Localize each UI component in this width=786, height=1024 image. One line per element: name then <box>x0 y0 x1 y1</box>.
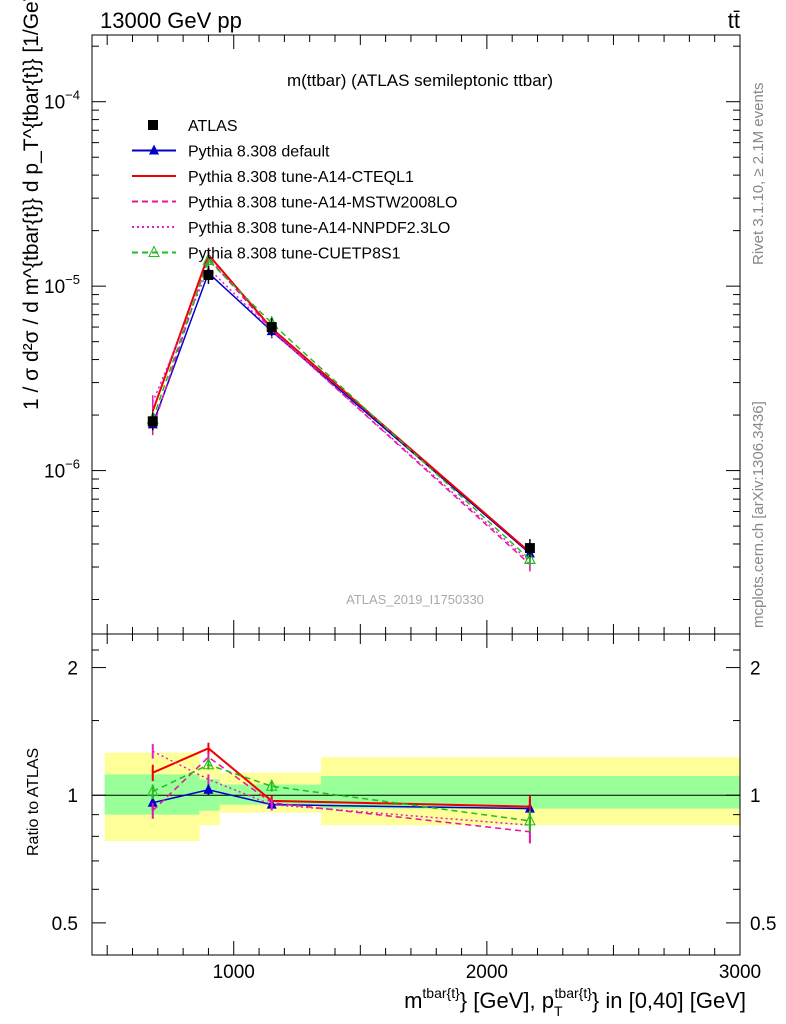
y-tick-label: 10−4 <box>44 88 80 114</box>
data-point <box>524 543 535 554</box>
legend-label: ATLAS <box>188 118 238 135</box>
ratio-marker <box>203 783 214 794</box>
legend-label: Pythia 8.308 tune-CUETP8S1 <box>188 246 401 263</box>
legend-marker <box>148 245 160 257</box>
x-axis-label: mtbar{t}} [GeV], pTtbar{t}} in [0,40] [G… <box>404 985 746 1019</box>
series-marker <box>523 552 536 564</box>
x-axis-label-m: m <box>404 988 422 1013</box>
plot-title: m(ttbar) (ATLAS semileptonic ttbar) <box>287 71 553 90</box>
y-tick-label-base: 10 <box>44 462 65 483</box>
analysis-watermark: ATLAS_2019_I1750330 <box>346 592 484 607</box>
y-tick-label: 10−6 <box>44 457 80 483</box>
legend-marker-data <box>148 120 158 130</box>
header-left: 13000 GeV pp <box>100 8 242 33</box>
y-tick-label-base: 10 <box>44 93 65 114</box>
x-axis-label-p-sup: tbar{t} <box>555 985 593 1001</box>
ratio-y-tick-label-right: 0.5 <box>750 914 776 935</box>
ratio-series-line-2 <box>152 747 530 808</box>
y-tick-label-base: 10 <box>44 277 65 298</box>
ratio-y-tick-label: 1 <box>67 786 78 807</box>
x-axis-label-p-sub: T <box>554 1003 563 1019</box>
rivet-label: Rivet 3.1.10, ≥ 2.1M events <box>750 83 767 266</box>
ratio-y-axis-label: Ratio to ATLAS <box>25 748 42 856</box>
y-tick-label-exp: −5 <box>65 272 80 287</box>
series-line-1 <box>152 271 531 555</box>
ratio-series-line-1 <box>152 789 530 810</box>
series-marker <box>202 253 215 265</box>
ratio-frame <box>91 633 741 956</box>
x-tick-label: 2000 <box>466 962 508 983</box>
x-tick-label: 1000 <box>213 962 255 983</box>
series-line-5 <box>152 258 531 560</box>
ratio-y-tick-label-right: 2 <box>750 659 761 680</box>
header-right: tt̄ <box>728 8 740 33</box>
ratio-y-tick-label: 0.5 <box>52 914 78 935</box>
data-point <box>203 269 214 280</box>
ratio-series-line-4 <box>152 750 530 826</box>
ratio-series-line-5 <box>152 763 531 822</box>
y-tick-label: 10−5 <box>44 272 80 298</box>
y-tick-label-exp: −6 <box>65 457 80 472</box>
x-axis-label-mid: } [GeV], p <box>460 988 554 1013</box>
ratio-y-tick-label: 2 <box>67 659 78 680</box>
ratio-marker <box>202 757 215 770</box>
mcplots-label: mcplots.cern.ch [arXiv:1306.3436] <box>750 401 767 628</box>
ratio-marker <box>265 779 278 791</box>
legend-label: Pythia 8.308 tune-A14-NNPDF2.3LO <box>188 220 450 237</box>
ratio-marker <box>146 784 159 797</box>
x-axis-label-tail: } in [0,40] [GeV] <box>592 988 746 1013</box>
y-axis-label: 1 / σ d²σ / d m^{tbar{t}} d p_T^{tbar{t}… <box>20 0 43 410</box>
series-line-4 <box>152 266 531 563</box>
legend-label: Pythia 8.308 default <box>188 144 330 161</box>
legend-label: Pythia 8.308 tune-A14-CTEQL1 <box>188 169 414 186</box>
series-line-3 <box>152 256 531 565</box>
ratio-series-line-3 <box>152 756 530 833</box>
legend: ATLAS Pythia 8.308 default Pythia 8.308 tu… <box>132 118 457 263</box>
data-point <box>266 322 277 333</box>
data-point <box>147 416 158 427</box>
main-plot-panel: m(ttbar) (ATLAS semileptonic ttbar) ATLA… <box>20 0 741 635</box>
ratio-marker <box>147 796 158 807</box>
y-tick-label-exp: −4 <box>65 88 80 103</box>
legend-marker <box>149 144 159 155</box>
x-tick-label: 3000 <box>719 962 761 983</box>
legend-label: Pythia 8.308 tune-A14-MSTW2008LO <box>188 195 457 212</box>
ratio-y-tick-label-right: 1 <box>750 786 761 807</box>
ratio-marker <box>524 813 536 826</box>
x-axis-label-m-sup: tbar{t} <box>422 985 460 1001</box>
